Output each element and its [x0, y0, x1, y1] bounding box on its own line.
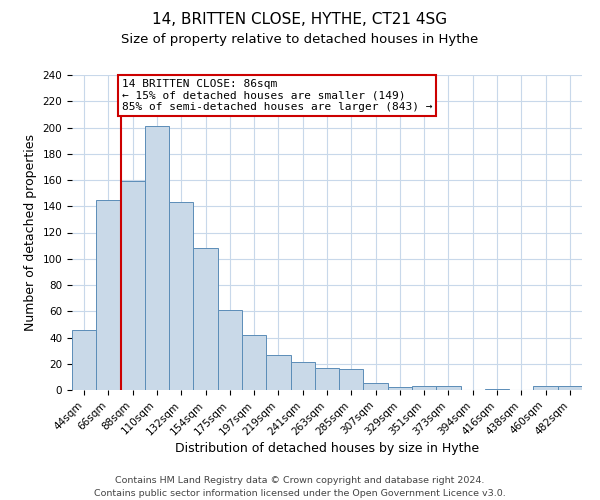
- Y-axis label: Number of detached properties: Number of detached properties: [24, 134, 37, 331]
- Text: Size of property relative to detached houses in Hythe: Size of property relative to detached ho…: [121, 32, 479, 46]
- Bar: [290, 362, 315, 390]
- Bar: [436, 386, 461, 390]
- Bar: [485, 388, 509, 390]
- Bar: [558, 386, 582, 390]
- Bar: [169, 202, 193, 390]
- Bar: [218, 310, 242, 390]
- Bar: [193, 248, 218, 390]
- Bar: [388, 388, 412, 390]
- Text: 14, BRITTEN CLOSE, HYTHE, CT21 4SG: 14, BRITTEN CLOSE, HYTHE, CT21 4SG: [152, 12, 448, 28]
- Bar: [72, 330, 96, 390]
- Bar: [121, 182, 145, 390]
- Bar: [145, 126, 169, 390]
- Text: Contains HM Land Registry data © Crown copyright and database right 2024.
Contai: Contains HM Land Registry data © Crown c…: [94, 476, 506, 498]
- Bar: [96, 200, 121, 390]
- X-axis label: Distribution of detached houses by size in Hythe: Distribution of detached houses by size …: [175, 442, 479, 455]
- Text: 14 BRITTEN CLOSE: 86sqm
← 15% of detached houses are smaller (149)
85% of semi-d: 14 BRITTEN CLOSE: 86sqm ← 15% of detache…: [122, 79, 432, 112]
- Bar: [266, 354, 290, 390]
- Bar: [242, 335, 266, 390]
- Bar: [364, 384, 388, 390]
- Bar: [315, 368, 339, 390]
- Bar: [533, 386, 558, 390]
- Bar: [412, 386, 436, 390]
- Bar: [339, 369, 364, 390]
